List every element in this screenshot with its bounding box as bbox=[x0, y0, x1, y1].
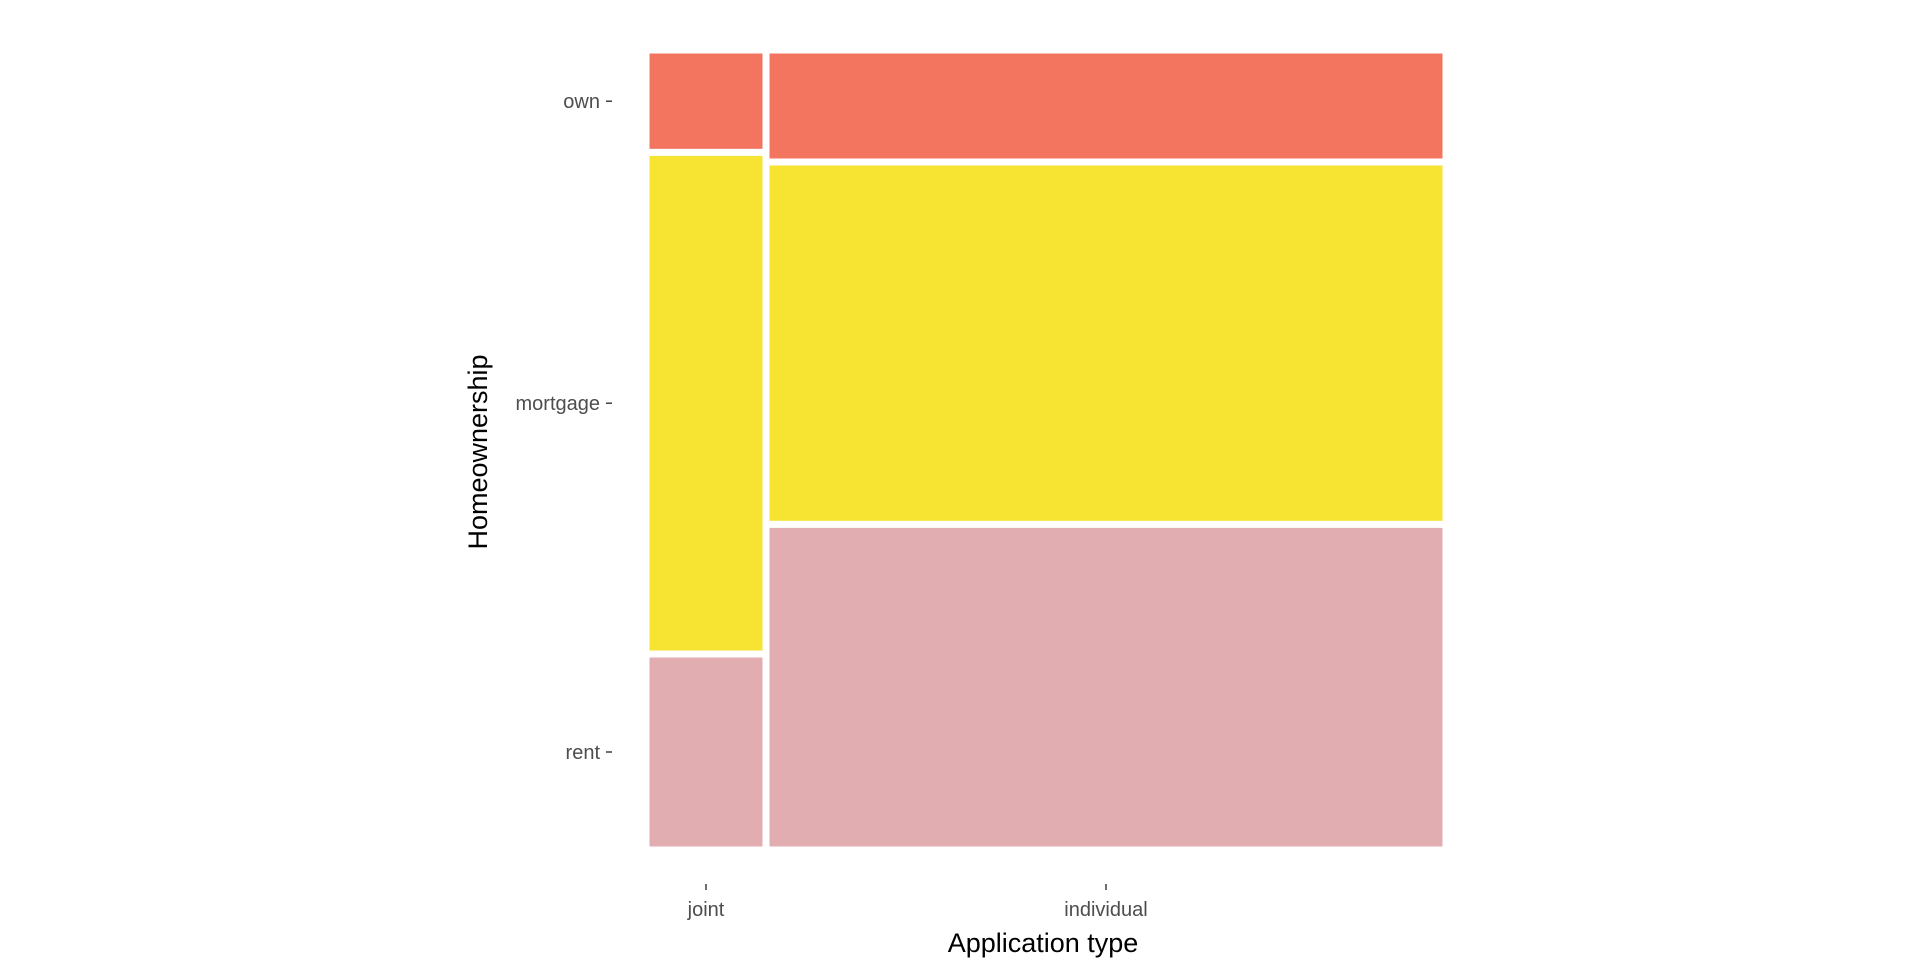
y-tick-label-mortgage: mortgage bbox=[516, 393, 601, 415]
tile-joint-mortgage bbox=[642, 148, 770, 658]
y-tick-label-rent: rent bbox=[566, 742, 601, 764]
y-tick-label-own: own bbox=[563, 91, 600, 113]
tile-joint-rent bbox=[642, 650, 770, 854]
tile-individual-rent bbox=[762, 520, 1450, 854]
x-tick-label-joint: joint bbox=[687, 899, 725, 921]
tile-joint-own bbox=[642, 46, 770, 156]
x-axis-title: Application type bbox=[948, 928, 1139, 958]
y-axis-title: Homeownership bbox=[463, 354, 493, 549]
tile-individual-own bbox=[762, 46, 1450, 166]
tiles-layer bbox=[642, 46, 1450, 854]
x-tick-label-individual: individual bbox=[1064, 899, 1147, 921]
tile-individual-mortgage bbox=[762, 158, 1450, 528]
y-axis: own mortgage rent bbox=[516, 91, 612, 764]
x-axis: joint individual bbox=[687, 884, 1148, 921]
